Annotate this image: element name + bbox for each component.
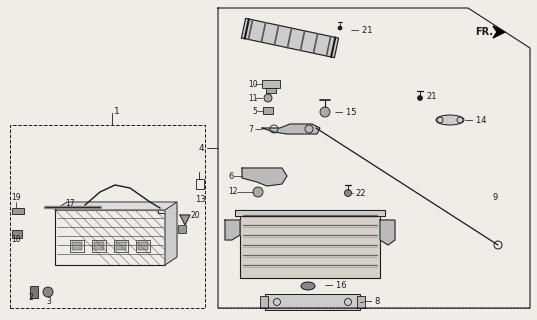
Text: — 21: — 21 (351, 26, 373, 35)
Bar (265, 294, 360, 310)
Circle shape (345, 189, 352, 196)
Circle shape (417, 95, 423, 100)
Polygon shape (55, 202, 177, 210)
Bar (70, 240, 84, 252)
Text: — 16: — 16 (325, 282, 346, 291)
Circle shape (264, 94, 272, 102)
Bar (10, 125, 205, 308)
Bar (266, 88, 276, 93)
Bar (94, 242, 104, 250)
Polygon shape (380, 220, 395, 245)
Text: 19: 19 (11, 194, 20, 203)
Bar (12, 230, 22, 238)
Polygon shape (235, 210, 385, 216)
Text: — 15: — 15 (335, 108, 357, 116)
Bar (262, 80, 280, 88)
Bar (136, 240, 150, 252)
Text: 17: 17 (65, 199, 75, 209)
Polygon shape (262, 124, 320, 134)
Bar (116, 242, 126, 250)
Text: 1: 1 (114, 107, 120, 116)
Text: — 8: — 8 (364, 298, 380, 307)
Text: 9: 9 (493, 193, 498, 202)
Bar (30, 286, 38, 298)
Polygon shape (225, 220, 240, 240)
Bar (138, 242, 148, 250)
Circle shape (338, 26, 342, 30)
Bar (72, 242, 82, 250)
Polygon shape (165, 202, 177, 265)
Text: 13: 13 (195, 196, 206, 204)
Text: 5: 5 (252, 107, 257, 116)
Bar (357, 296, 365, 308)
Text: 22: 22 (355, 188, 366, 197)
Circle shape (253, 187, 263, 197)
Polygon shape (242, 18, 338, 58)
Text: 21: 21 (426, 92, 437, 100)
Bar (240, 210, 380, 278)
Bar (196, 179, 204, 189)
Bar (178, 225, 186, 233)
Text: 7: 7 (248, 124, 253, 133)
Bar (158, 203, 174, 213)
Text: 11: 11 (248, 93, 258, 102)
Text: 12: 12 (228, 188, 237, 196)
Bar (114, 240, 128, 252)
Text: 6: 6 (228, 172, 234, 180)
Polygon shape (493, 26, 505, 38)
Text: FR.: FR. (475, 27, 493, 37)
Bar (12, 208, 24, 214)
Ellipse shape (436, 115, 464, 125)
Polygon shape (242, 168, 287, 186)
Text: 3: 3 (46, 297, 51, 306)
Bar (260, 296, 268, 308)
Bar (55, 210, 165, 265)
Polygon shape (180, 215, 190, 225)
Bar (92, 240, 106, 252)
Text: 10: 10 (248, 79, 258, 89)
Text: 2: 2 (28, 293, 33, 302)
Circle shape (320, 107, 330, 117)
Text: — 14: — 14 (465, 116, 487, 124)
Ellipse shape (301, 282, 315, 290)
Text: 20: 20 (191, 211, 201, 220)
Text: 4: 4 (199, 143, 205, 153)
Text: 18: 18 (11, 236, 20, 244)
Circle shape (43, 287, 53, 297)
Bar (263, 107, 273, 114)
